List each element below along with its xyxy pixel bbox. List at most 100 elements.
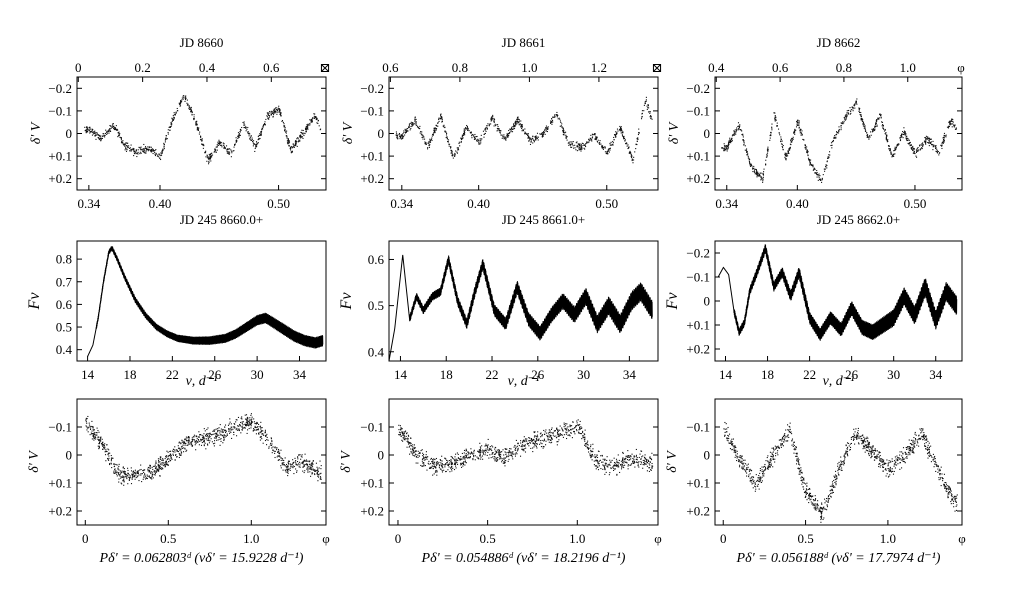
- data-point: [858, 108, 860, 110]
- data-point: [203, 444, 205, 446]
- data-point: [893, 153, 895, 155]
- data-point: [649, 469, 652, 471]
- data-point: [144, 478, 147, 480]
- data-point: [756, 174, 759, 176]
- data-point: [460, 463, 463, 465]
- data-point: [312, 460, 314, 462]
- data-point: [577, 146, 579, 148]
- data-point: [504, 460, 506, 462]
- data-point: [641, 116, 643, 118]
- data-point: [222, 435, 224, 437]
- data-point: [805, 148, 807, 150]
- data-point: [143, 148, 145, 150]
- data-point: [85, 129, 88, 131]
- data-point: [98, 138, 100, 141]
- data-point: [550, 121, 552, 124]
- data-point: [440, 118, 442, 120]
- data-point: [800, 128, 802, 130]
- data-point: [167, 464, 169, 466]
- data-point: [571, 143, 573, 145]
- data-point: [807, 151, 809, 153]
- data-point: [241, 416, 243, 418]
- data-point: [843, 122, 845, 124]
- top-tick-label: 0.8: [836, 60, 852, 75]
- data-point: [930, 138, 932, 140]
- data-point: [412, 122, 414, 124]
- data-point: [649, 111, 651, 113]
- data-point: [424, 138, 426, 140]
- data-point: [90, 131, 93, 133]
- data-point: [227, 151, 229, 153]
- data-point: [113, 470, 115, 472]
- data-point: [90, 425, 92, 427]
- top-tick-label: 0.8: [452, 60, 468, 75]
- data-point: [311, 118, 313, 120]
- data-point: [266, 433, 268, 435]
- data-point: [441, 455, 443, 457]
- data-point: [116, 129, 118, 131]
- data-point: [264, 439, 267, 442]
- data-point: [119, 133, 121, 135]
- data-point: [250, 425, 252, 427]
- data-point: [955, 128, 957, 130]
- y-axis-label: Fν: [26, 292, 43, 311]
- data-point: [627, 144, 629, 146]
- data-point: [852, 108, 854, 110]
- data-point: [150, 467, 152, 469]
- data-point: [260, 421, 262, 423]
- data-point: [471, 133, 473, 136]
- data-point: [762, 180, 764, 182]
- data-point: [185, 436, 187, 438]
- data-point: [514, 453, 516, 455]
- data-point: [861, 120, 863, 122]
- data-point: [845, 118, 847, 120]
- y-tick-label: −0.2: [360, 81, 384, 96]
- data-point: [113, 127, 115, 129]
- data-point: [565, 431, 567, 433]
- data-point: [504, 462, 506, 464]
- data-point: [503, 461, 505, 464]
- data-point: [446, 132, 448, 134]
- data-point: [456, 152, 459, 154]
- data-point: [609, 144, 611, 146]
- data-point: [512, 125, 514, 128]
- data-point: [880, 117, 882, 119]
- data-point: [777, 128, 780, 130]
- data-point: [641, 112, 643, 114]
- data-point: [215, 432, 217, 434]
- data-point: [642, 455, 644, 457]
- data-point: [294, 141, 297, 143]
- data-point: [105, 460, 107, 462]
- data-point: [93, 434, 95, 437]
- data-point: [277, 451, 279, 453]
- data-point: [633, 156, 635, 158]
- data-point: [872, 128, 875, 130]
- data-point: [576, 145, 578, 147]
- data-point: [727, 142, 730, 144]
- x-tick-label: 34: [623, 367, 637, 382]
- data-point: [882, 124, 884, 127]
- data-point: [604, 473, 606, 475]
- data-point: [626, 462, 628, 464]
- data-point: [509, 128, 511, 130]
- data-point: [493, 121, 495, 123]
- data-point: [129, 475, 131, 477]
- data-point: [286, 130, 288, 132]
- data-point: [203, 145, 205, 147]
- data-point: [501, 451, 503, 453]
- data-point: [787, 151, 789, 154]
- data-point: [290, 149, 292, 151]
- data-point: [594, 465, 596, 467]
- data-point: [150, 472, 152, 475]
- data-point: [307, 128, 309, 130]
- data-point: [419, 125, 421, 127]
- data-point: [954, 125, 956, 127]
- data-point: [807, 155, 809, 157]
- data-point: [97, 133, 99, 136]
- data-point: [480, 138, 482, 140]
- data-point: [220, 438, 222, 440]
- data-point: [137, 151, 139, 153]
- data-point: [396, 135, 398, 137]
- data-point: [624, 461, 626, 463]
